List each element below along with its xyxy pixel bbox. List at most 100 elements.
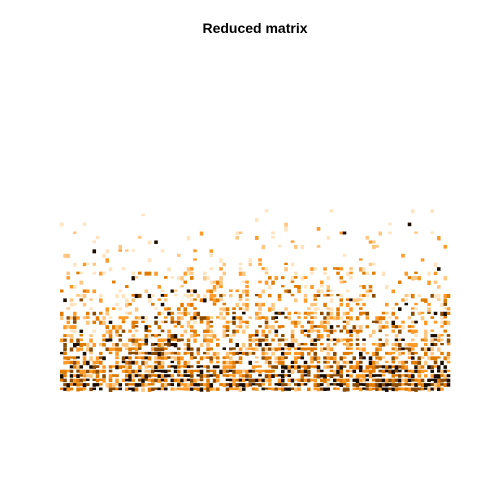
heatmap-cell bbox=[342, 351, 347, 356]
heatmap-cell bbox=[352, 387, 357, 391]
heatmap-cell bbox=[284, 307, 288, 311]
heatmap-cell bbox=[378, 342, 383, 348]
heatmap-cell bbox=[261, 383, 266, 386]
heatmap-cell bbox=[180, 276, 184, 281]
heatmap-cell bbox=[378, 338, 383, 341]
heatmap-cell bbox=[443, 311, 448, 317]
heatmap-cell bbox=[99, 383, 103, 386]
heatmap-cell bbox=[359, 374, 363, 378]
heatmap-cell bbox=[196, 378, 201, 382]
heatmap-cell bbox=[446, 360, 451, 364]
heatmap-cell bbox=[359, 365, 363, 370]
heatmap-cell bbox=[92, 320, 97, 325]
heatmap-cell bbox=[394, 383, 399, 388]
heatmap-cell bbox=[417, 387, 422, 391]
heatmap-cell bbox=[430, 293, 435, 298]
heatmap-cell bbox=[333, 351, 337, 356]
heatmap-cell bbox=[63, 334, 67, 338]
heatmap-cell bbox=[274, 316, 279, 319]
heatmap-cell bbox=[320, 311, 324, 316]
heatmap-cell bbox=[238, 271, 243, 276]
heatmap-cell bbox=[443, 298, 448, 303]
heatmap-cell bbox=[258, 262, 262, 266]
heatmap-cell bbox=[73, 342, 77, 348]
heatmap-cell bbox=[157, 285, 162, 289]
heatmap-cell bbox=[443, 320, 448, 326]
heatmap-cell bbox=[381, 378, 386, 383]
heatmap-cell bbox=[368, 365, 373, 369]
heatmap-cell bbox=[365, 236, 370, 240]
heatmap-cell bbox=[297, 356, 301, 360]
heatmap-cell bbox=[362, 347, 366, 352]
heatmap-cell bbox=[394, 316, 399, 320]
heatmap-cell bbox=[170, 320, 175, 324]
heatmap-cell bbox=[287, 374, 292, 378]
heatmap-cell bbox=[82, 387, 87, 391]
heatmap-cell bbox=[154, 240, 158, 244]
heatmap-cell bbox=[134, 316, 139, 320]
heatmap-cell bbox=[102, 338, 106, 342]
heatmap-cell bbox=[248, 378, 253, 383]
heatmap-cell bbox=[365, 311, 370, 316]
heatmap-cell bbox=[281, 360, 285, 366]
heatmap-cell bbox=[229, 356, 233, 361]
heatmap-cell bbox=[303, 285, 308, 289]
heatmap-cell bbox=[99, 387, 103, 391]
heatmap-cell bbox=[277, 387, 282, 391]
heatmap-cell bbox=[398, 338, 402, 342]
heatmap-cell bbox=[394, 325, 399, 329]
heatmap-cell bbox=[372, 320, 376, 323]
heatmap-cell bbox=[427, 365, 431, 370]
heatmap-cell bbox=[329, 356, 334, 361]
heatmap-cell bbox=[196, 365, 201, 369]
heatmap-cell bbox=[440, 374, 444, 378]
heatmap-cell bbox=[76, 293, 80, 297]
heatmap-cell bbox=[199, 298, 204, 303]
heatmap-cell bbox=[407, 325, 412, 328]
heatmap-cell bbox=[60, 289, 64, 293]
heatmap-cell bbox=[411, 351, 415, 355]
heatmap-cell bbox=[430, 209, 435, 213]
heatmap-cell bbox=[118, 316, 123, 320]
heatmap-cell bbox=[326, 276, 331, 281]
heatmap-cell bbox=[310, 285, 314, 290]
heatmap-cell bbox=[66, 276, 71, 280]
heatmap-cell bbox=[355, 302, 360, 306]
heatmap-cell bbox=[420, 258, 425, 262]
heatmap-cell bbox=[437, 293, 441, 298]
heatmap-cell bbox=[209, 347, 214, 351]
heatmap-cell bbox=[160, 378, 165, 382]
heatmap-cell bbox=[242, 307, 246, 311]
heatmap-cell bbox=[73, 316, 77, 321]
heatmap-cell bbox=[222, 369, 227, 374]
heatmap-cell bbox=[235, 329, 240, 334]
heatmap-cell bbox=[398, 351, 402, 356]
heatmap-cell bbox=[154, 374, 158, 377]
heatmap-cell bbox=[203, 374, 207, 378]
heatmap-cell bbox=[128, 351, 132, 355]
heatmap-cell bbox=[316, 329, 321, 334]
heatmap-cell bbox=[86, 262, 90, 266]
heatmap-cell bbox=[190, 276, 194, 280]
heatmap-cell bbox=[76, 347, 80, 352]
heatmap-cell bbox=[255, 342, 259, 347]
heatmap-cell bbox=[365, 351, 370, 355]
heatmap-cell bbox=[443, 356, 448, 361]
heatmap-cell bbox=[303, 293, 308, 298]
heatmap-cell bbox=[203, 334, 207, 339]
heatmap-cell bbox=[147, 293, 152, 299]
heatmap-cell bbox=[219, 316, 223, 320]
heatmap-cell bbox=[336, 365, 340, 370]
heatmap-cell bbox=[112, 365, 116, 368]
heatmap-cell bbox=[404, 387, 409, 391]
heatmap-cell bbox=[300, 325, 305, 329]
heatmap-cell bbox=[372, 365, 376, 370]
heatmap-cell bbox=[164, 356, 168, 360]
heatmap-cell bbox=[303, 360, 308, 365]
heatmap-cell bbox=[261, 334, 266, 337]
heatmap-cell bbox=[261, 244, 266, 250]
heatmap-cell bbox=[414, 351, 418, 355]
heatmap-cell bbox=[232, 360, 236, 365]
heatmap-cell bbox=[99, 293, 103, 298]
